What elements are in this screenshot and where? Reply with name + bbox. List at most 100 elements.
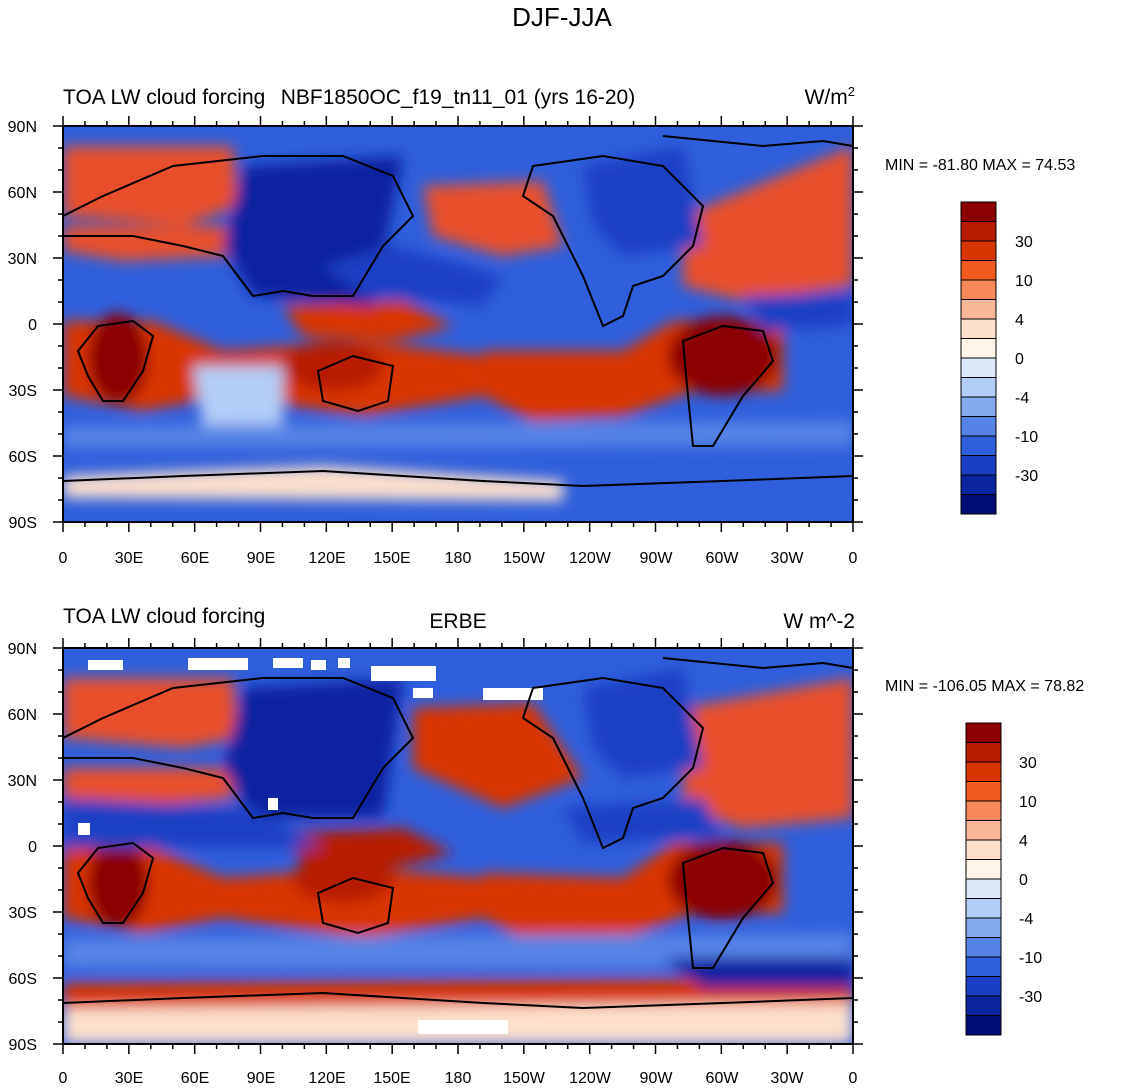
lat-tick-label: 90S (9, 1037, 37, 1054)
colorbar-label: 4 (1015, 312, 1024, 329)
main-title: DJF-JJA (512, 2, 612, 32)
lat-tick-label: 90N (8, 119, 37, 136)
colorbar-swatch (965, 820, 1002, 841)
colorbar-swatch (965, 917, 1002, 938)
lon-tick-label: 150E (373, 550, 410, 567)
lon-tick-label: 0 (849, 550, 858, 567)
colorbar-swatch (960, 357, 997, 378)
colorbar-label: 10 (1015, 273, 1033, 290)
lon-tick-label: 30W (771, 550, 805, 567)
lon-tick-label: 60E (181, 1070, 209, 1087)
colorbar-swatch (960, 416, 997, 437)
lon-tick-label: 180 (445, 550, 472, 567)
colorbar-swatch (960, 201, 997, 222)
colorbar-label: 10 (1019, 794, 1037, 811)
lon-tick-label: 180 (445, 1070, 472, 1087)
lon-tick-label: 120W (569, 1070, 612, 1087)
colorbar-label: -10 (1015, 429, 1038, 446)
colorbar-label: 0 (1015, 351, 1024, 368)
lon-tick-label: 0 (59, 1070, 68, 1087)
colorbar-swatch (960, 279, 997, 300)
colorbar-label: 0 (1019, 872, 1028, 889)
colorbar-swatch (965, 976, 1002, 997)
panel-2-coastlines (63, 657, 853, 1010)
colorbar-swatch (965, 937, 1002, 958)
colorbar-swatch (965, 761, 1002, 782)
lat-tick-label: 0 (28, 317, 37, 334)
colorbar-label: 30 (1019, 755, 1037, 772)
panel-2-lat-axis-left: 90N 60N 30N 0 30S 60S 90S (8, 641, 37, 1054)
lat-tick-label: 30S (9, 383, 37, 400)
panel-1-tick-marks (53, 116, 863, 532)
panel-2-map (62, 647, 854, 1045)
lon-tick-label: 90W (640, 550, 674, 567)
colorbar-label: -30 (1015, 468, 1038, 485)
colorbar-swatch (960, 396, 997, 417)
panel-1-title-left: TOA LW cloud forcing (63, 86, 265, 109)
colorbar-label: -4 (1015, 390, 1029, 407)
colorbar-swatch (960, 455, 997, 476)
lon-tick-label: 30E (115, 1070, 143, 1087)
colorbar-label: -10 (1019, 950, 1042, 967)
panel-2-tick-marks (53, 638, 863, 1054)
colorbar-swatch (960, 435, 997, 456)
panel-2-colorbar: 30 10 4 0 -4 -10 -30 (965, 722, 1042, 1036)
panel-1-coastlines (63, 135, 853, 488)
colorbar-swatch (965, 800, 1002, 821)
colorbar-label: 30 (1015, 234, 1033, 251)
colorbar-swatch (960, 240, 997, 261)
lat-tick-label: 60S (9, 449, 37, 466)
panel-model: TOA LW cloud forcing NBF1850OC_f19_tn11_… (8, 84, 1076, 567)
colorbar-swatch (965, 839, 1002, 860)
lat-tick-label: 60N (8, 185, 37, 202)
lon-tick-label: 30W (771, 1070, 805, 1087)
panel-erbe: TOA LW cloud forcing ERBE W m^-2 (8, 605, 1085, 1087)
colorbar-swatch (960, 221, 997, 242)
colorbar-swatch (960, 318, 997, 339)
lat-tick-label: 60S (9, 971, 37, 988)
lon-tick-label: 30E (115, 550, 143, 567)
colorbar-swatch (965, 878, 1002, 899)
panel-2-title-left: TOA LW cloud forcing (63, 605, 265, 628)
panel-1-min-max: MIN = -81.80 MAX = 74.53 (885, 157, 1075, 174)
lon-tick-label: 0 (59, 550, 68, 567)
lon-tick-label: 60W (706, 1070, 740, 1087)
colorbar-swatch (960, 377, 997, 398)
lon-tick-label: 90E (247, 1070, 275, 1087)
lat-tick-label: 0 (28, 839, 37, 856)
panel-1-lon-axis-bottom: 0 30E 60E 90E 120E 150E 180 150W 120W 90… (59, 550, 858, 567)
lat-tick-label: 30S (9, 905, 37, 922)
lon-tick-label: 150E (373, 1070, 410, 1087)
colorbar-swatch (960, 299, 997, 320)
lat-tick-label: 90S (9, 515, 37, 532)
lon-tick-label: 60W (706, 550, 740, 567)
colorbar-swatch (965, 956, 1002, 977)
panel-1-units: W/m2 (805, 84, 855, 109)
colorbar-swatch (965, 859, 1002, 880)
lon-tick-label: 150W (503, 1070, 546, 1087)
panel-1-title-center: NBF1850OC_f19_tn11_01 (yrs 16-20) (281, 86, 635, 109)
lon-tick-label: 120E (308, 550, 345, 567)
lat-tick-label: 30N (8, 251, 37, 268)
panel-1-lat-axis-left: 90N 60N 30N 0 30S 60S 90S (8, 119, 37, 532)
lon-tick-label: 120E (308, 1070, 345, 1087)
colorbar-label: -4 (1019, 911, 1033, 928)
colorbar-swatch (965, 781, 1002, 802)
colorbar-swatch (965, 898, 1002, 919)
lon-tick-label: 0 (849, 1070, 858, 1087)
colorbar-swatch (960, 260, 997, 281)
panel-2-units: W m^-2 (783, 610, 855, 633)
panel-1-map (62, 125, 854, 523)
panel-2-lon-axis-bottom: 0 30E 60E 90E 120E 150E 180 150W 120W 90… (59, 1070, 858, 1087)
lon-tick-label: 90E (247, 550, 275, 567)
lon-tick-label: 150W (503, 550, 546, 567)
lat-tick-label: 60N (8, 707, 37, 724)
colorbar-swatch (960, 474, 997, 495)
panel-2-missing-data (78, 658, 543, 1034)
panel-2-min-max: MIN = -106.05 MAX = 78.82 (885, 678, 1084, 695)
lat-tick-label: 30N (8, 773, 37, 790)
colorbar-swatch (965, 742, 1002, 763)
colorbar-swatch (960, 494, 997, 515)
colorbar-swatch (965, 722, 1002, 743)
